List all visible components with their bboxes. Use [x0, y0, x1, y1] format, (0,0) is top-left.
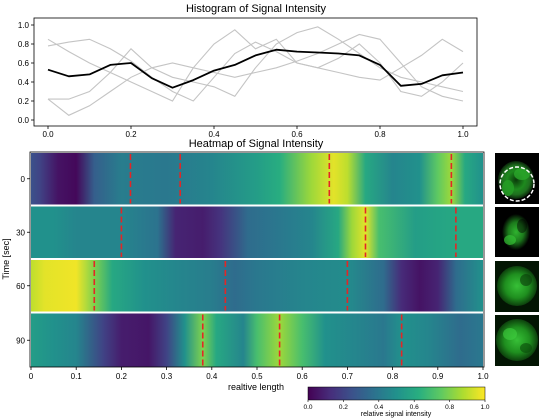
line-chart-y-ticks: 0.0 0.2 0.4 0.6 0.8 1.0 [18, 21, 34, 125]
line-chart-title: Histogram of Signal Intensity [186, 3, 327, 15]
heatmap-row-separator [31, 258, 483, 260]
heatmap-x-ticks: 0 0.1 0.2 0.3 0.4 0.5 0.6 0.7 0.8 0.9 1.0 [29, 367, 489, 381]
colorbar-tick-label: 0.2 [339, 404, 348, 411]
heatmap-row-separator [31, 311, 483, 314]
line-chart: Histogram of Signal Intensity 0.00.20.40… [18, 3, 478, 139]
line-x-tick-label: 0.6 [291, 130, 303, 139]
colorbar-tick-label: 0.4 [374, 404, 383, 411]
heatmap-row-30 [31, 206, 483, 258]
colorbar-tick-label: 0.8 [445, 404, 454, 411]
heatmap-x-tick-label: 0.8 [387, 372, 399, 381]
heatmap-title: Heatmap of Signal Intensity [189, 138, 324, 150]
heatmap-x-tick-label: 0.5 [251, 372, 263, 381]
line-chart-frame [33, 17, 478, 127]
line-x-tick-label: 0.2 [125, 130, 137, 139]
heatmap-x-tick-label: 0.2 [116, 372, 128, 381]
mean-trace [47, 48, 464, 89]
colorbar-tick-label: 0.0 [303, 404, 312, 411]
heatmap-chart: Heatmap of Signal Intensity 0 30 60 90 0 0.1… [1, 138, 489, 392]
heatmap-y-ticks: 0 30 60 90 [16, 175, 30, 345]
micrograph-thumbnail-30s [495, 207, 539, 257]
heatmap-x-tick-label: 0.1 [71, 372, 83, 381]
heatmap-row-60 [31, 260, 483, 312]
colorbar: 0.0 0.2 0.4 0.6 0.8 1.0 relative signal inten… [303, 386, 490, 418]
heatmap-rows [31, 153, 483, 367]
heatmap-row-0 [31, 153, 483, 205]
line-chart-series [47, 26, 464, 116]
heatmap-y-tick-label: 60 [16, 282, 25, 291]
background-trace-1 [47, 29, 464, 102]
heatmap-x-axis-label: realtive length [228, 382, 284, 392]
line-y-tick-label: 0.8 [18, 40, 30, 49]
line-x-tick-label: 0.8 [374, 130, 386, 139]
colorbar-ticks: 0.0 0.2 0.4 0.6 0.8 1.0 [303, 400, 490, 411]
region-of-interest-outline [499, 166, 535, 202]
line-y-tick-label: 0.2 [18, 97, 30, 106]
heatmap-x-tick-label: 0.6 [297, 372, 309, 381]
micrograph-thumbnail-0s [495, 153, 539, 204]
heatmap-row-separator [31, 204, 483, 207]
line-x-tick-label: 0.0 [42, 130, 54, 139]
colorbar-gradient [307, 386, 486, 401]
line-chart-x-ticks: 0.0 0.2 0.4 0.6 0.8 1.0 [42, 126, 469, 139]
line-y-tick-label: 1.0 [18, 21, 30, 30]
line-y-tick-label: 0.0 [18, 116, 30, 125]
micrograph-thumbnail-90s [495, 315, 539, 366]
colorbar-tick-label: 0.6 [410, 404, 419, 411]
colorbar-label: relative signal intensity [361, 411, 432, 418]
heatmap-y-tick-label: 90 [16, 336, 25, 345]
colorbar-tick-label: 1.0 [480, 404, 489, 411]
heatmap-x-tick-label: 0 [29, 372, 34, 381]
line-x-tick-label: 0.4 [208, 130, 220, 139]
line-y-tick-label: 0.6 [18, 59, 30, 68]
heatmap-x-tick-label: 0.7 [342, 372, 354, 381]
heatmap-row-90 [31, 313, 483, 367]
line-x-tick-label: 1.0 [457, 130, 469, 139]
background-trace-4 [47, 33, 464, 116]
background-trace-3 [47, 38, 464, 102]
heatmap-x-tick-label: 0.4 [206, 372, 218, 381]
line-y-tick-label: 0.4 [18, 78, 30, 87]
micrograph-thumbnail-60s [495, 261, 539, 312]
heatmap-x-tick-label: 1.0 [477, 372, 489, 381]
heatmap-y-axis-label: Time [sec] [1, 238, 11, 279]
heatmap-y-tick-label: 0 [21, 175, 26, 184]
heatmap-x-tick-label: 0.3 [161, 372, 173, 381]
heatmap-y-tick-label: 30 [16, 228, 25, 237]
heatmap-x-tick-label: 0.9 [432, 372, 444, 381]
